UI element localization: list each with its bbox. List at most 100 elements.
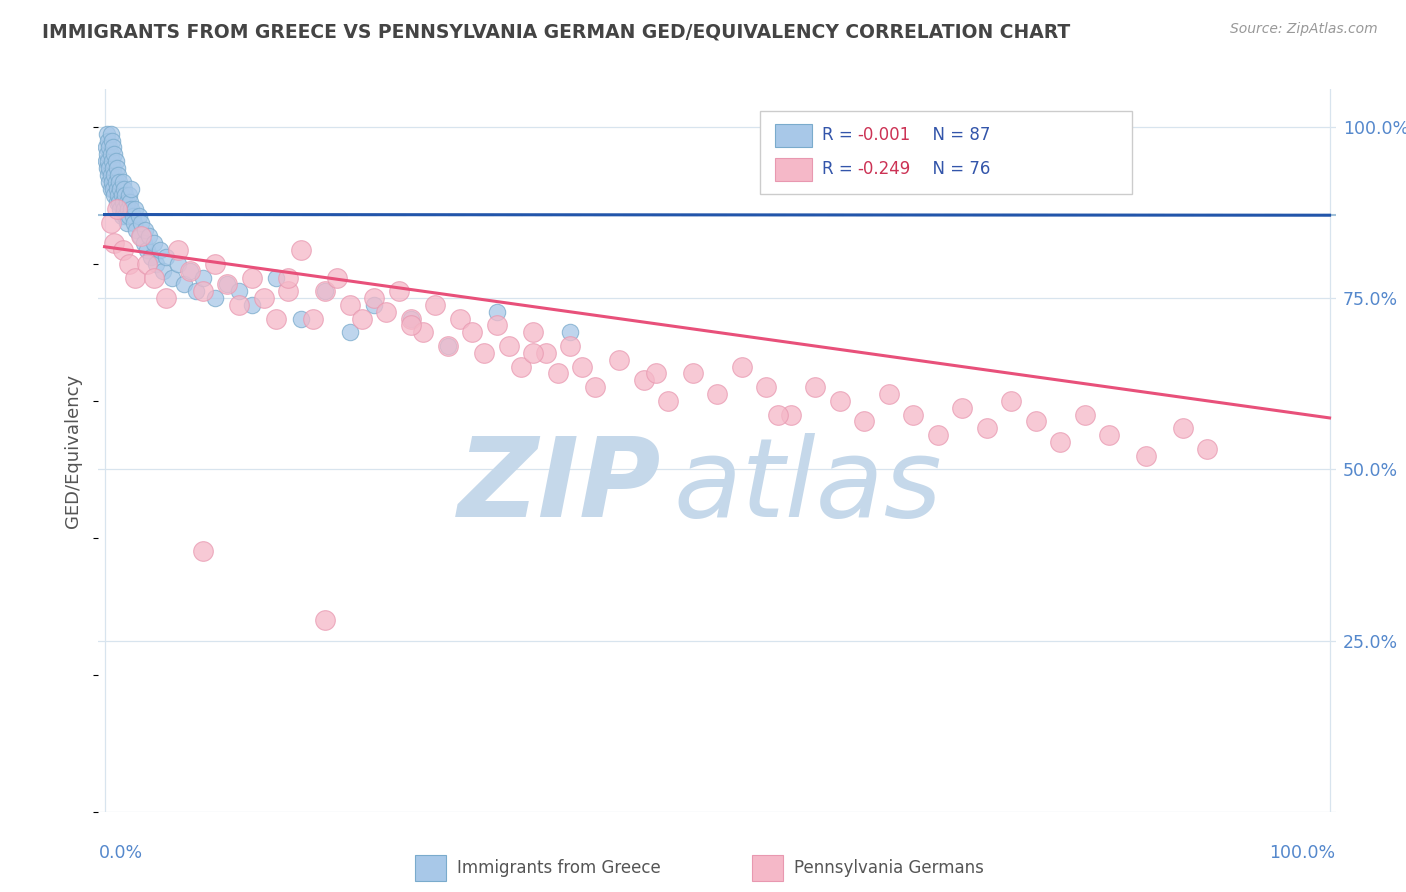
Point bbox=[101, 154, 124, 169]
Point bbox=[571, 359, 593, 374]
Text: N = 87: N = 87 bbox=[922, 127, 991, 145]
Point bbox=[160, 270, 183, 285]
Point bbox=[118, 188, 141, 202]
Point bbox=[779, 408, 801, 422]
Point bbox=[522, 326, 544, 340]
Point bbox=[314, 613, 336, 627]
Point bbox=[204, 257, 226, 271]
Point bbox=[976, 421, 998, 435]
Point bbox=[1049, 434, 1071, 449]
Text: -0.001: -0.001 bbox=[856, 127, 910, 145]
Point bbox=[472, 346, 495, 360]
Point bbox=[425, 298, 447, 312]
Point bbox=[1197, 442, 1219, 456]
Point bbox=[877, 387, 900, 401]
Point bbox=[134, 222, 156, 236]
Point bbox=[290, 311, 312, 326]
Point bbox=[121, 202, 143, 216]
Point bbox=[804, 380, 827, 394]
Point bbox=[108, 175, 131, 189]
Point bbox=[240, 298, 263, 312]
Point bbox=[155, 291, 177, 305]
Point bbox=[100, 147, 122, 161]
Point bbox=[277, 270, 299, 285]
Point bbox=[167, 243, 190, 257]
Point bbox=[98, 161, 121, 175]
Text: IMMIGRANTS FROM GREECE VS PENNSYLVANIA GERMAN GED/EQUIVALENCY CORRELATION CHART: IMMIGRANTS FROM GREECE VS PENNSYLVANIA G… bbox=[42, 22, 1070, 41]
Point bbox=[730, 359, 752, 374]
Point bbox=[97, 168, 120, 182]
Point bbox=[112, 202, 135, 216]
Point bbox=[375, 305, 398, 319]
Point bbox=[111, 188, 134, 202]
Point bbox=[111, 243, 134, 257]
Point bbox=[399, 311, 422, 326]
Point bbox=[186, 284, 208, 298]
Point bbox=[314, 284, 336, 298]
Point bbox=[412, 326, 434, 340]
Text: Immigrants from Greece: Immigrants from Greece bbox=[457, 859, 661, 877]
Text: 100.0%: 100.0% bbox=[1270, 844, 1336, 863]
Point bbox=[399, 318, 422, 333]
Point bbox=[510, 359, 533, 374]
Point bbox=[138, 229, 160, 244]
Point bbox=[145, 257, 167, 271]
Point bbox=[111, 175, 134, 189]
Point bbox=[103, 236, 125, 251]
Point bbox=[1098, 428, 1121, 442]
Point bbox=[129, 229, 152, 244]
Point bbox=[927, 428, 949, 442]
Point bbox=[105, 195, 128, 210]
Point bbox=[117, 202, 139, 216]
Point bbox=[105, 202, 128, 216]
Text: atlas: atlas bbox=[673, 434, 942, 540]
Point bbox=[215, 277, 238, 292]
Point bbox=[107, 168, 129, 182]
Point bbox=[107, 188, 129, 202]
Point bbox=[558, 326, 581, 340]
Text: Pennsylvania Germans: Pennsylvania Germans bbox=[794, 859, 984, 877]
Point bbox=[387, 284, 409, 298]
Point bbox=[152, 263, 174, 277]
Point bbox=[94, 154, 117, 169]
Point bbox=[96, 161, 118, 175]
Point bbox=[100, 216, 122, 230]
Point bbox=[115, 216, 138, 230]
Point bbox=[339, 298, 361, 312]
Point bbox=[853, 414, 876, 428]
Point bbox=[136, 257, 159, 271]
Point bbox=[124, 270, 146, 285]
Point bbox=[110, 181, 132, 195]
Point bbox=[105, 181, 128, 195]
Point bbox=[155, 250, 177, 264]
Point bbox=[706, 387, 728, 401]
Point bbox=[103, 147, 125, 161]
Text: -0.249: -0.249 bbox=[856, 161, 910, 178]
Point bbox=[498, 339, 520, 353]
Point bbox=[122, 216, 145, 230]
Point bbox=[339, 326, 361, 340]
Point bbox=[326, 270, 349, 285]
Point bbox=[314, 284, 336, 298]
Point bbox=[558, 339, 581, 353]
Text: N = 76: N = 76 bbox=[922, 161, 991, 178]
Text: ZIP: ZIP bbox=[458, 434, 661, 540]
Point bbox=[105, 161, 128, 175]
Point bbox=[264, 311, 287, 326]
Point bbox=[167, 257, 190, 271]
Point bbox=[118, 257, 141, 271]
Text: Source: ZipAtlas.com: Source: ZipAtlas.com bbox=[1230, 22, 1378, 37]
Point bbox=[100, 127, 122, 141]
Point bbox=[111, 195, 134, 210]
Point bbox=[129, 216, 152, 230]
Point bbox=[173, 277, 195, 292]
Point bbox=[100, 181, 122, 195]
Point bbox=[120, 195, 142, 210]
Point bbox=[828, 393, 851, 408]
FancyBboxPatch shape bbox=[761, 111, 1132, 194]
Point bbox=[363, 298, 385, 312]
Point bbox=[399, 311, 422, 326]
FancyBboxPatch shape bbox=[775, 158, 813, 181]
Point bbox=[350, 311, 373, 326]
Point bbox=[110, 202, 132, 216]
